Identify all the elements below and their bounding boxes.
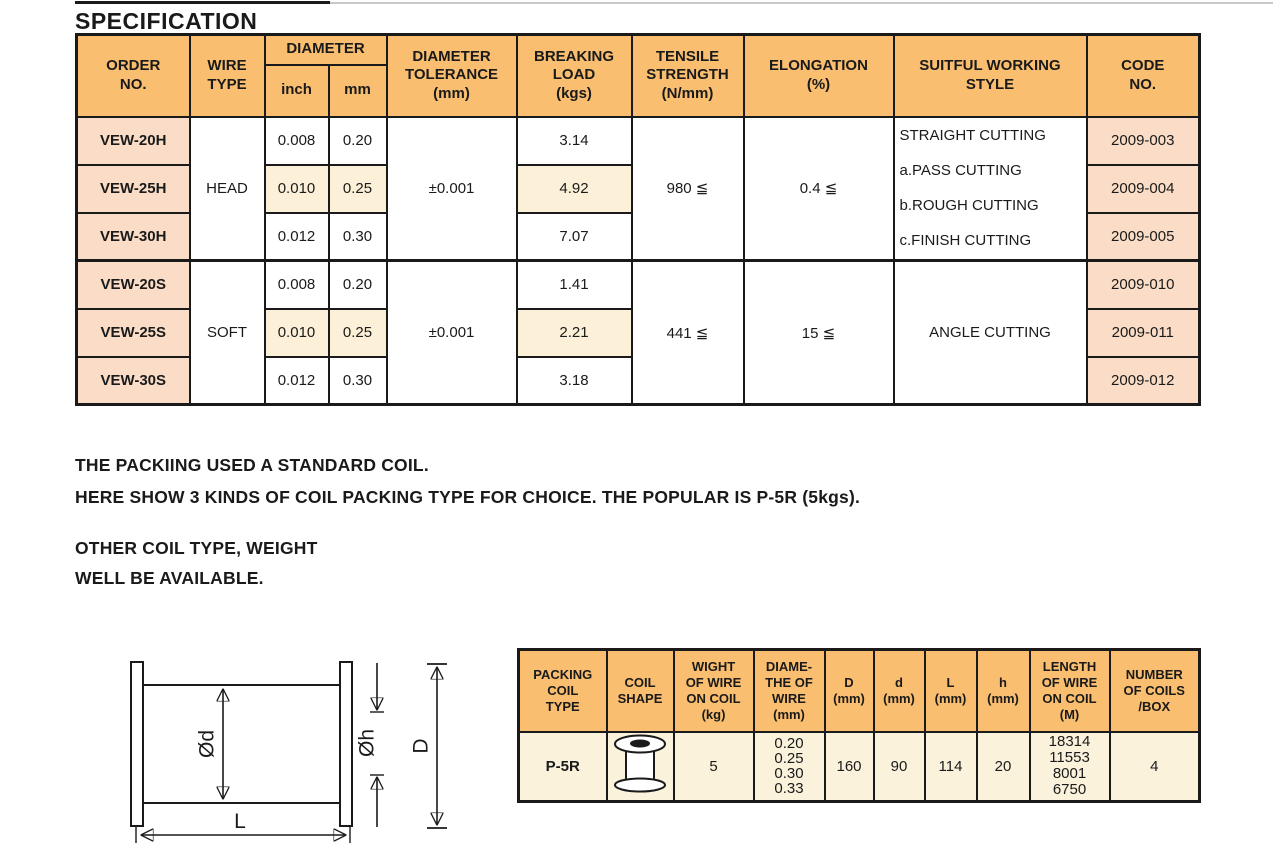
mm-cell: 0.30 [327,211,388,262]
packing-header-D: D (mm) [823,648,875,733]
order-no-cell: VEW-20H [75,115,191,166]
breaking-load-cell: 1.41 [515,259,633,310]
header-tensile-strength: TENSILE STRENGTH (N/mm) [630,33,745,118]
inch-cell: 0.012 [263,355,330,406]
header-breaking-load: BREAKING LOAD (kgs) [515,33,633,118]
order-no-cell: VEW-30S [75,355,191,406]
packing-header-shape: COIL SHAPE [605,648,675,733]
inch-cell: 0.010 [263,163,330,214]
page-top-rule [75,2,1273,4]
packing-header-weight: WIGHT OF WIRE ON COIL (kg) [672,648,755,733]
table-row: VEW-30H 0.012 0.30 7.07 2009-005 [75,211,1201,262]
label-inner-diameter: Ød [196,730,219,758]
code-no-cell: 2009-011 [1085,307,1201,358]
note-line-4: WELL BE AVAILABLE. [75,568,264,588]
header-order-no: ORDER NO. [75,33,191,118]
code-no-cell: 2009-004 [1085,163,1201,214]
packing-h-cell: 20 [975,730,1031,803]
packing-coils-per-box-cell: 4 [1108,730,1201,803]
breaking-load-cell: 3.18 [515,355,633,406]
code-no-cell: 2009-003 [1085,115,1201,166]
table-row: VEW-20S SOFT 0.008 0.20 ±0.001 1.41 441 … [75,259,1201,406]
order-no-cell: VEW-20S [75,259,191,310]
packing-header-h: h (mm) [975,648,1031,733]
specification-table: ORDER NO. WIRE TYPE DIAMETER DIAMETER TO… [75,33,1201,406]
code-no-cell: 2009-005 [1085,211,1201,262]
mm-cell: 0.30 [327,355,388,406]
coil-dimension-diagram: Ød L Øh D [130,661,447,843]
packing-wire-length-cell: 18314 11553 8001 6750 [1028,730,1111,803]
table-row: VEW-25H 0.010 0.25 4.92 2009-004 [75,163,1201,214]
packing-type-cell: P-5R [517,730,608,803]
mm-cell: 0.20 [327,115,388,166]
packing-d-cell: 90 [872,730,926,803]
page-title: SPECIFICATION [75,8,258,34]
coil-left-flange [130,661,144,827]
table-row: P-5R 5 0.20 0.25 0.30 0.33 160 90 114 20… [517,730,1201,803]
working-style-cell: ANGLE CUTTING [892,259,1088,406]
wire-type-cell: HEAD [188,115,266,262]
header-diameter: DIAMETER [263,33,388,66]
header-working-style: SUITFUL WORKING STYLE [892,33,1088,118]
elongation-cell: 15 ≦ [742,259,895,406]
packing-L-cell: 114 [923,730,978,803]
breaking-load-cell: 7.07 [515,211,633,262]
packing-D-cell: 160 [823,730,875,803]
packing-header-type: PACKING COIL TYPE [517,648,608,733]
tensile-cell: 441 ≦ [630,259,745,406]
inch-cell: 0.012 [263,211,330,262]
label-hole-diameter: Øh [356,729,379,757]
mm-cell: 0.25 [327,163,388,214]
coil-right-flange [339,661,353,827]
mm-cell: 0.25 [327,307,388,358]
order-no-cell: VEW-30H [75,211,191,262]
code-no-cell: 2009-010 [1085,259,1201,310]
table-row: VEW-25S 0.010 0.25 2.21 2009-011 [75,307,1201,358]
table-row: VEW-30S 0.012 0.30 3.18 2009-012 [75,355,1201,406]
packing-table: PACKING COIL TYPE COIL SHAPE WIGHT OF WI… [517,648,1201,803]
tolerance-cell: ±0.001 [385,259,518,406]
order-no-cell: VEW-25S [75,307,191,358]
breaking-load-cell: 4.92 [515,163,633,214]
header-diameter-tolerance: DIAMETER TOLERANCE (mm) [385,33,518,118]
table-row: VEW-20H HEAD 0.008 0.20 ±0.001 3.14 980 … [75,115,1201,262]
note-line-3: OTHER COIL TYPE, WEIGHT [75,538,318,558]
packing-header-coils-per-box: NUMBER OF COILS /BOX [1108,648,1201,733]
title-top-rule [75,1,330,4]
tolerance-cell: ±0.001 [385,115,518,262]
header-elongation: ELONGATION (%) [742,33,895,118]
label-length: L [234,810,246,833]
packing-weight-cell: 5 [672,730,755,803]
header-inch: inch [263,63,330,118]
packing-header-wire-diameter: DIAME- THE OF WIRE (mm) [752,648,826,733]
elongation-cell: 0.4 ≦ [742,115,895,262]
mm-cell: 0.20 [327,259,388,310]
wire-type-cell: SOFT [188,259,266,406]
label-outer-diameter: D [410,738,433,753]
breaking-load-cell: 3.14 [515,115,633,166]
note-line-1: THE PACKIING USED A STANDARD COIL. [75,455,429,475]
note-line-2: HERE SHOW 3 KINDS OF COIL PACKING TYPE F… [75,487,861,507]
packing-shape-cell [605,730,675,803]
breaking-load-cell: 2.21 [515,307,633,358]
packing-header-wire-length: LENGTH OF WIRE ON COIL (M) [1028,648,1111,733]
packing-wire-diameter-cell: 0.20 0.25 0.30 0.33 [752,730,826,803]
inch-cell: 0.010 [263,307,330,358]
header-mm: mm [327,63,388,118]
tensile-cell: 980 ≦ [630,115,745,262]
inch-cell: 0.008 [263,115,330,166]
header-wire-type: WIRE TYPE [188,33,266,118]
working-style-cell: STRAIGHT CUTTING a.PASS CUTTING b.ROUGH … [892,115,1088,262]
coil-spool-icon [614,734,666,793]
code-no-cell: 2009-012 [1085,355,1201,406]
packing-header-d: d (mm) [872,648,926,733]
inch-cell: 0.008 [263,259,330,310]
header-code-no: CODE NO. [1085,33,1201,118]
packing-header-L: L (mm) [923,648,978,733]
order-no-cell: VEW-25H [75,163,191,214]
